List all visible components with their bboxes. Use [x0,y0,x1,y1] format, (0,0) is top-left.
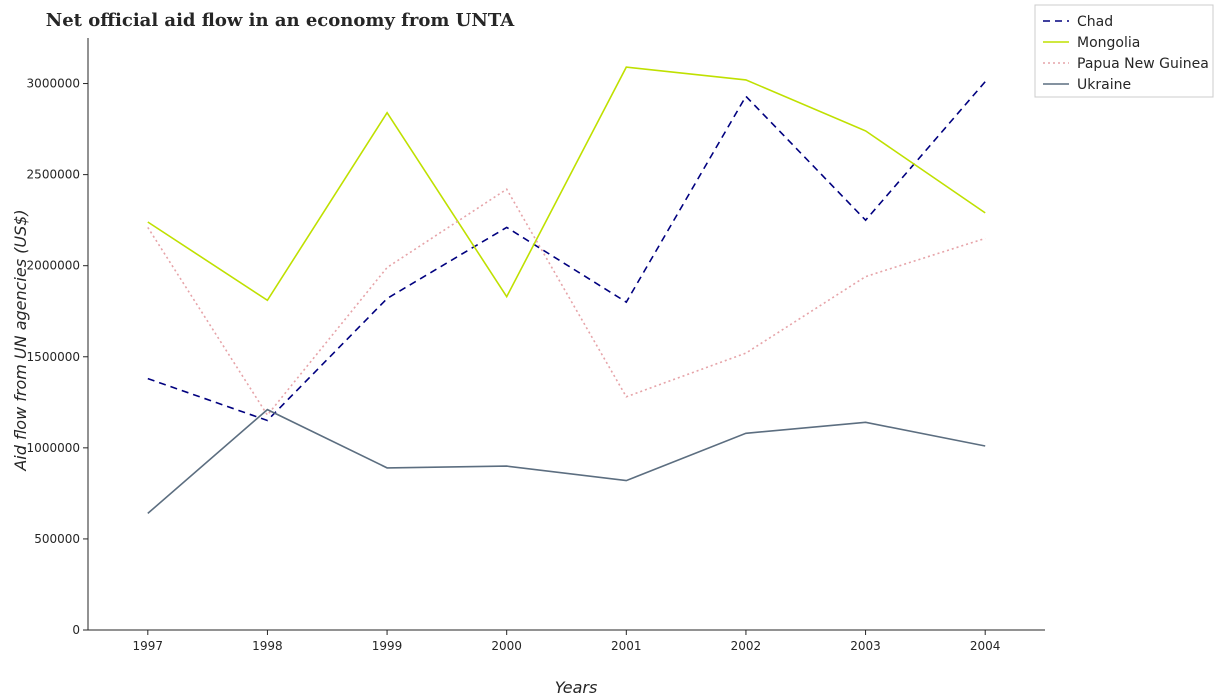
x-tick-label: 1998 [252,639,283,653]
x-tick-label: 2002 [731,639,762,653]
legend-label-mongolia: Mongolia [1077,35,1140,51]
y-axis-title: Aid flow from UN agencies (US$) [11,209,30,471]
legend-box [1034,4,1214,98]
legend-label-papua-new-guinea: Papua New Guinea [1077,56,1209,72]
series-line-mongolia [147,66,986,302]
series-line-ukraine [147,408,986,515]
x-tick-label: 1997 [133,639,164,653]
legend-label-ukraine: Ukraine [1077,77,1131,93]
legend-label-chad: Chad [1077,14,1113,30]
series-line-chad [147,81,986,422]
y-tick-label: 2000000 [27,259,80,273]
y-tick-label: 3000000 [27,77,80,91]
y-tick-label: 1500000 [27,350,80,364]
y-tick-label: 500000 [34,532,80,546]
plot-area: 0 500000 1000000 1500000 2000000 2500000 30000… [27,38,1045,653]
chart-title: Net official aid flow in an economy from… [46,10,515,31]
y-tick-label: 2500000 [27,168,80,182]
x-tick-label: 2000 [491,639,522,653]
y-tick-label: 1000000 [27,441,80,455]
x-tick-label: 1999 [372,639,403,653]
legend: Chad Mongolia Papua New Guinea Ukraine [1034,4,1214,98]
x-tick-label: 2001 [611,639,642,653]
x-tick-label: 2004 [970,639,1001,653]
x-axis-title: Years [555,678,598,697]
series-line-papua-new-guinea [147,188,986,417]
x-tick-label: 2003 [850,639,881,653]
y-tick-label: 0 [72,623,80,637]
